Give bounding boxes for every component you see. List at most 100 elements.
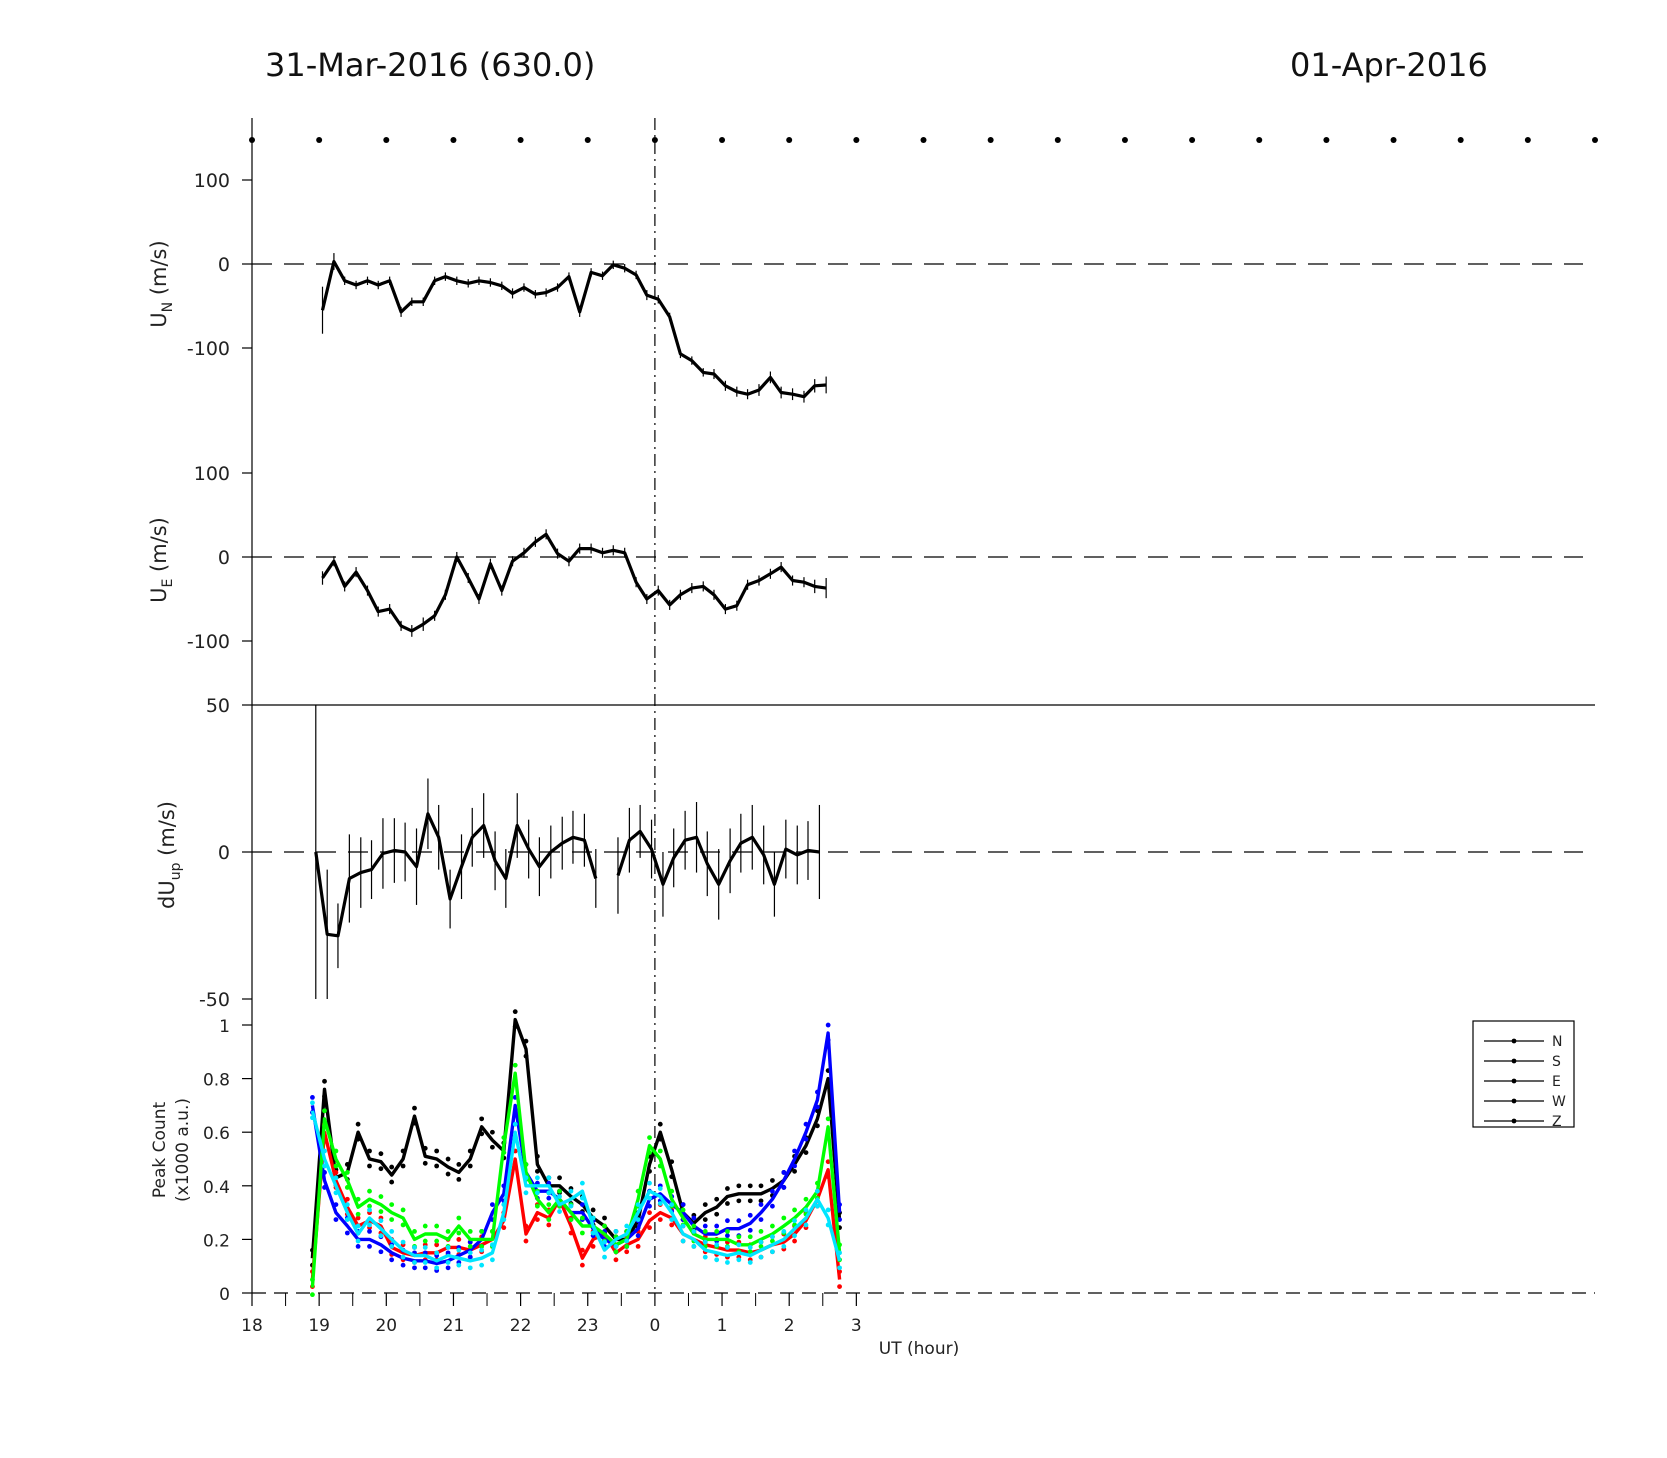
xtick-label: 2: [784, 1316, 795, 1336]
pc-w-sample-dot: [758, 1229, 764, 1234]
pc-n-sample-dot: [378, 1151, 384, 1157]
pc-ytick-label: 0.8: [203, 1071, 230, 1091]
xtick-label: 21: [443, 1316, 465, 1336]
pc-e-sample-dot: [378, 1249, 384, 1255]
pc-w-sample-dot: [725, 1229, 730, 1234]
pc-w-sample-dot: [557, 1188, 562, 1194]
pc-n-sample-dot: [702, 1217, 708, 1222]
pc-n-sample-dot: [389, 1164, 395, 1170]
pc-w-sample-dot: [546, 1202, 552, 1207]
pc-s-sample-dot: [523, 1238, 529, 1244]
pc-z-sample-dot: [825, 1207, 831, 1213]
pc-n-sample-dot: [378, 1166, 384, 1172]
ue-ylabel-main: U: [147, 588, 171, 603]
pc-z-sample-dot: [781, 1229, 787, 1234]
pc-z-sample-dot: [680, 1223, 686, 1229]
top-marker-dot: [920, 137, 927, 143]
pc-w-sample-dot: [770, 1238, 775, 1244]
pc-z-sample-dot: [467, 1250, 473, 1256]
pc-e-sample-dot: [579, 1202, 585, 1207]
pc-w-sample-dot: [691, 1223, 697, 1229]
pc-n-sample-dot: [467, 1163, 473, 1169]
pc-w-sample-dot: [781, 1215, 787, 1221]
pc-e-sample-dot: [680, 1202, 686, 1207]
pc-z-sample-dot: [792, 1233, 797, 1239]
top-marker-dot: [249, 137, 255, 143]
pc-z-sample-dot: [523, 1190, 529, 1196]
pc-w-sample-dot: [747, 1234, 753, 1240]
pc-z-sample-dot: [355, 1238, 361, 1244]
pc-z-sample-dot: [747, 1245, 753, 1250]
pc-ytick-label: 0.4: [203, 1178, 230, 1198]
pc-w-sample-dot: [445, 1229, 451, 1234]
pc-w-sample-dot: [355, 1211, 361, 1217]
pc-e-sample-dot: [310, 1095, 315, 1100]
pc-z-sample-dot: [568, 1203, 574, 1209]
legend-label-s: S: [1552, 1054, 1561, 1070]
pc-s-sample-dot: [501, 1225, 507, 1231]
pc-z-sample-dot: [389, 1229, 395, 1234]
pc-e-sample-dot: [344, 1230, 350, 1236]
pc-n-sample-dot: [736, 1183, 742, 1189]
legend-marker-n: [1511, 1038, 1517, 1044]
pc-e-sample-dot: [333, 1217, 339, 1222]
pc-e-sample-dot: [747, 1212, 753, 1218]
pc-w-sample-dot: [412, 1229, 417, 1234]
pc-n-sample-dot: [803, 1150, 809, 1155]
pc-z-sample-dot: [412, 1245, 417, 1250]
ue-ytick-label: 100: [194, 463, 230, 485]
pc-w-sample-dot: [747, 1249, 753, 1255]
pc-z-sample-dot: [512, 1121, 518, 1127]
pc-ylabel-line2: (x1000 a.u.): [173, 1098, 193, 1202]
pc-e-sample-dot: [736, 1218, 742, 1224]
pc-z-sample-dot: [602, 1239, 607, 1245]
legend-label-z: Z: [1552, 1114, 1562, 1130]
pc-e-sample-dot: [445, 1265, 451, 1271]
pc-e-sample-dot: [714, 1223, 720, 1229]
ue-ylabel-sub: E: [160, 579, 176, 588]
pc-w-sample-dot: [422, 1238, 428, 1244]
pc-n-sample-dot: [758, 1183, 764, 1189]
un-ytick-label: -100: [187, 338, 230, 360]
pc-w-sample-dot: [770, 1223, 775, 1229]
pc-n-sample-dot: [445, 1171, 451, 1177]
ue-ytick-label: 0: [218, 547, 230, 569]
pc-e-sample-dot: [781, 1185, 787, 1190]
pc-z-sample-dot: [624, 1223, 630, 1229]
pc-z-sample-dot: [456, 1262, 462, 1268]
legend-label-n: N: [1552, 1034, 1562, 1050]
pc-w-sample-dot: [546, 1217, 552, 1222]
pc-z-sample-dot: [378, 1233, 384, 1239]
pc-s-sample-dot: [579, 1262, 585, 1268]
pc-e-sample-dot: [445, 1250, 451, 1256]
pc-e-sample-dot: [367, 1229, 372, 1234]
un-series-line: [320, 259, 827, 399]
pc-w-sample-dot: [456, 1215, 462, 1221]
top-marker-dot: [584, 137, 591, 143]
pc-z-sample-dot: [479, 1247, 485, 1253]
axes-layer: 100 0 -100 100 0 -100 50 0 -50 1 0.8 0.6 0.4 0.2 0 18 19…: [187, 118, 1598, 1336]
pc-z-sample-dot: [557, 1194, 562, 1199]
top-marker-dot: [786, 137, 793, 143]
pc-z-sample-dot: [546, 1175, 552, 1181]
pc-e-sample-dot: [635, 1233, 641, 1239]
pc-n-sample-dot: [479, 1116, 485, 1122]
pc-s-sample-dot: [456, 1237, 462, 1242]
pc-z-sample-dot: [747, 1260, 753, 1265]
top-marker-dot: [1256, 137, 1263, 143]
pc-w-sample-dot: [389, 1202, 395, 1207]
pc-series-e: [310, 1031, 842, 1266]
pc-n-sample-dot: [322, 1078, 327, 1084]
pc-e-sample-dot: [725, 1218, 730, 1224]
dup-ytick-label: 50: [206, 695, 230, 717]
pc-z-sample-dot: [803, 1207, 809, 1213]
pc-e-sample-dot: [758, 1217, 764, 1222]
pc-z-sample-dot: [669, 1202, 675, 1207]
xtick-label: 19: [308, 1316, 330, 1336]
top-marker-dot: [316, 137, 323, 143]
pc-z-sample-dot: [837, 1265, 842, 1271]
dup-series-line: [314, 812, 820, 938]
pc-n-sample-dot: [456, 1162, 462, 1167]
pc-n-sample-dot: [434, 1163, 440, 1169]
pc-w-sample-dot: [378, 1209, 384, 1214]
